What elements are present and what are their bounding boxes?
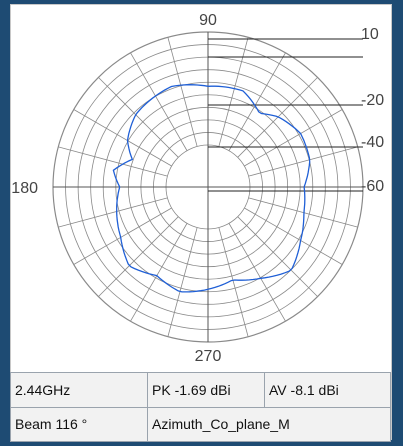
grid-spoke [98,216,179,297]
grid-spoke [73,109,172,167]
angle-label-270: 270 [195,348,222,365]
grid-spoke [218,227,249,337]
radial-label-minus-20: -20 [361,92,384,109]
grid-spoke [237,216,318,297]
reference-lines [208,38,363,192]
grid-spoke [248,146,358,177]
grid-spoke [218,37,249,147]
grid-spoke [130,52,188,151]
grid-spoke [167,227,198,337]
plane-cell: Azimuth_Co_plane_M [147,406,391,442]
info-row-1: 2.44GHz PK -1.69 dBi AV -8.1 dBi [10,372,391,408]
angle-label-180: 180 [11,180,38,197]
grid-spoke [244,109,343,167]
polar-plot: 90 180 270 10 -20 -40 -60 [11,12,384,365]
grid-spoke [58,146,168,177]
info-row-2: Beam 116 ° Azimuth_Co_plane_M [10,406,391,442]
grid-spoke [228,52,286,151]
radial-label-10: 10 [361,26,379,43]
grid-spoke [248,197,358,228]
average-gain-cell: AV -8.1 dBi [264,372,391,408]
peak-gain-cell: PK -1.69 dBi [147,372,265,408]
polar-grid [52,31,364,343]
beam-cell: Beam 116 ° [10,406,148,442]
angle-label-90: 90 [199,12,217,29]
grid-spoke [58,197,168,228]
grid-spoke [228,223,286,322]
info-table: 2.44GHz PK -1.69 dBi AV -8.1 dBi Beam 11… [10,372,391,442]
radial-label-minus-40: -40 [361,134,384,151]
radiation-pattern-line [112,84,311,293]
chart-frame: 90 180 270 10 -20 -40 -60 [10,4,392,440]
grid-spoke [98,77,179,158]
grid-spoke [130,223,188,322]
radial-label-minus-60: -60 [361,178,384,195]
grid-spoke [167,37,198,147]
frequency-cell: 2.44GHz [10,372,148,408]
grid-spoke [244,207,343,265]
grid-spoke [73,207,172,265]
